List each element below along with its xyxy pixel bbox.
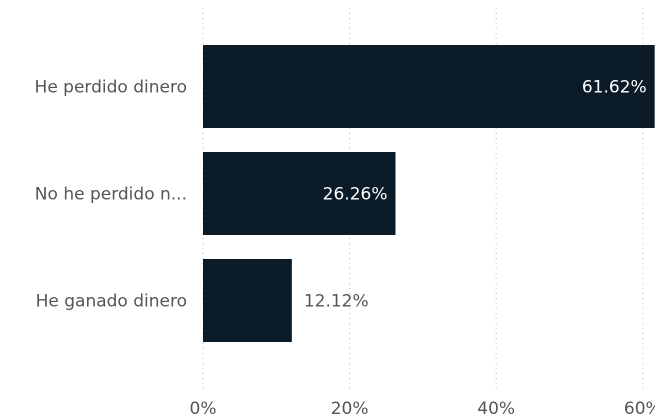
x-axis-tick-labels: 0% 20% 40% 60% bbox=[190, 399, 655, 419]
x-tick-label: 60% bbox=[624, 399, 655, 419]
x-tick-label: 20% bbox=[331, 399, 369, 419]
value-label: 12.12% bbox=[304, 292, 369, 312]
bars bbox=[203, 45, 655, 342]
category-label: He ganado dinero bbox=[36, 292, 187, 312]
x-tick-label: 40% bbox=[477, 399, 515, 419]
value-label: 61.62% bbox=[582, 78, 647, 98]
category-label: No he perdido n... bbox=[35, 185, 187, 205]
bar bbox=[203, 45, 655, 128]
value-label: 26.26% bbox=[323, 185, 388, 205]
bar bbox=[203, 152, 396, 235]
category-label: He perdido dinero bbox=[35, 78, 187, 98]
category-labels: He perdido dinero No he perdido n... He ga… bbox=[35, 78, 187, 312]
x-tick-label: 0% bbox=[190, 399, 217, 419]
bar bbox=[203, 259, 292, 342]
value-labels: 61.62% 26.26% 12.12% bbox=[304, 78, 647, 312]
